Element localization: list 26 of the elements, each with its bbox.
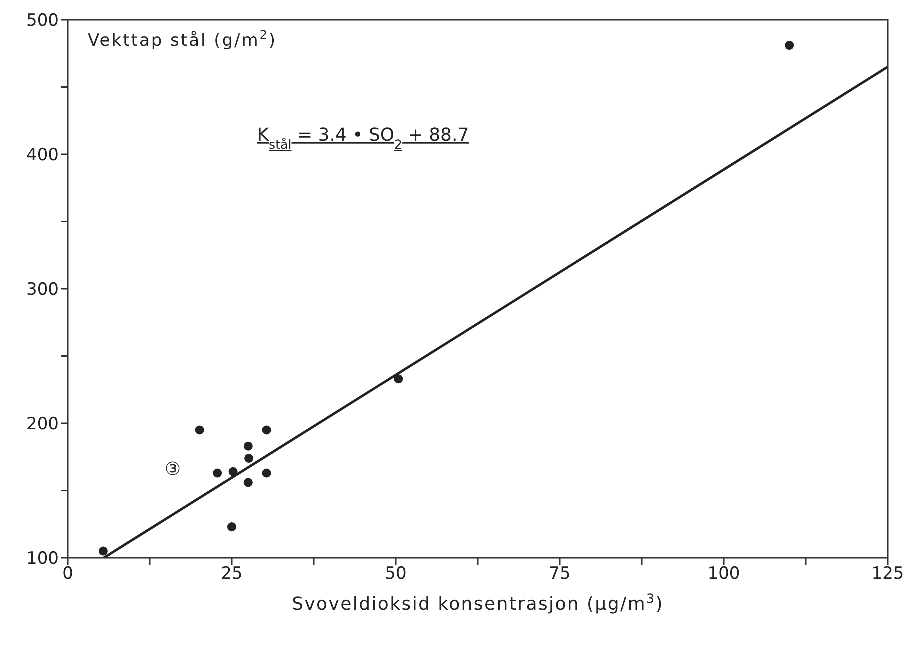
x-tick-label: 125 bbox=[872, 564, 904, 584]
point bbox=[244, 478, 253, 488]
y-tick-label: 200 bbox=[26, 414, 59, 435]
y-axis-title: Vekttap stål (g/m$^{2}$) bbox=[88, 28, 278, 51]
annotation: ③ bbox=[164, 458, 182, 480]
point bbox=[785, 41, 794, 50]
x-tick-label: 75 bbox=[549, 564, 571, 584]
y-tick-label: 300 bbox=[26, 280, 59, 300]
point bbox=[262, 468, 272, 478]
y-tick-label: 500 bbox=[26, 11, 59, 32]
point bbox=[195, 426, 204, 435]
x-axis-title: Svoveldioksid konsentrasjon (µg/m$^{3}$) bbox=[292, 590, 664, 615]
y-tick-label: 400 bbox=[26, 146, 59, 166]
point bbox=[98, 546, 108, 556]
x-tick-label: 0 bbox=[62, 564, 74, 584]
x-tick-label: 100 bbox=[708, 564, 740, 584]
y-tick-label: 100 bbox=[26, 549, 59, 570]
x-tick-label: 50 bbox=[385, 564, 407, 584]
point bbox=[394, 374, 404, 384]
point bbox=[213, 468, 222, 478]
point bbox=[262, 426, 272, 435]
point bbox=[227, 522, 237, 532]
x-tick-label: 25 bbox=[221, 564, 243, 584]
annotation: K$_{stål}$ = 3.4 • SO$_{2}$ + 88.7 bbox=[257, 125, 470, 152]
point bbox=[244, 454, 254, 463]
point bbox=[244, 442, 253, 451]
